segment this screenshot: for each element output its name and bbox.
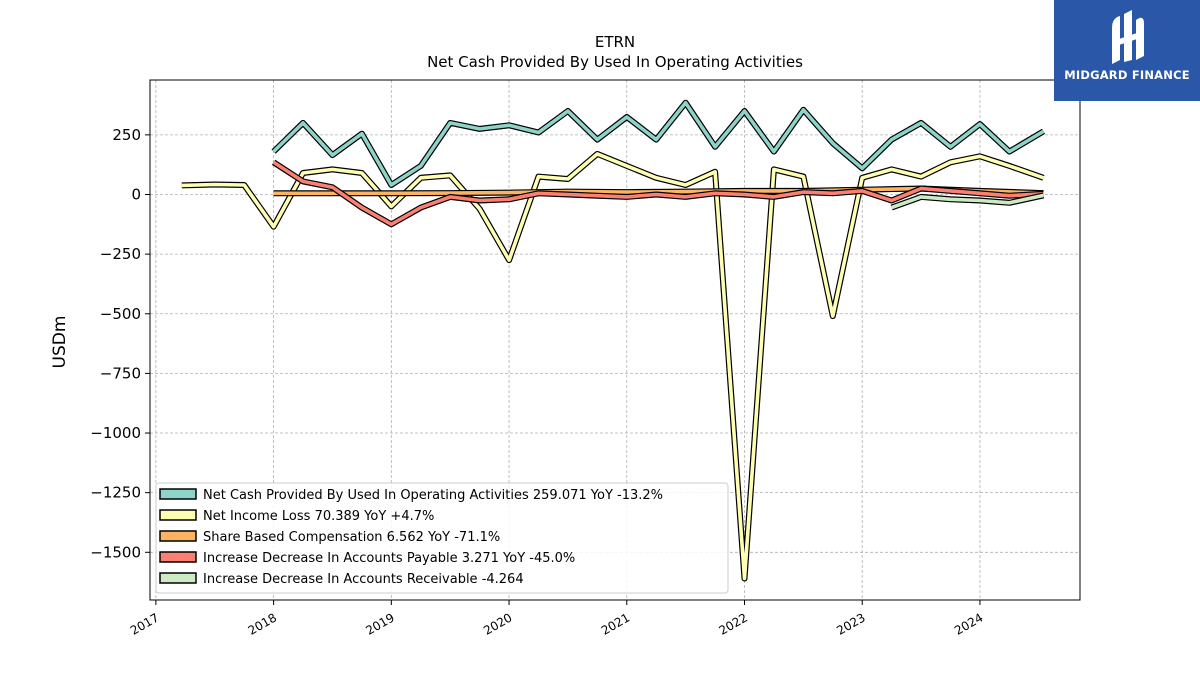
x-tick-label: 2022 (717, 610, 750, 637)
brand-logo: MIDGARD FINANCE (1054, 0, 1200, 101)
legend-box (155, 482, 729, 594)
chart-subtitle: Net Cash Provided By Used In Operating A… (427, 53, 803, 71)
x-tick-label: 2019 (363, 610, 396, 637)
chart-title: ETRN (595, 33, 635, 51)
legend: Net Cash Provided By Used In Operating A… (155, 482, 729, 594)
legend-swatch (159, 509, 197, 521)
y-tick-label: −1000 (90, 424, 141, 442)
y-tick-label: −250 (100, 245, 141, 263)
legend-label: Net Income Loss 70.389 YoY +4.7% (203, 509, 434, 524)
legend-swatch (159, 572, 197, 584)
chart-titles: ETRN Net Cash Provided By Used In Operat… (427, 33, 803, 71)
series-line (181, 152, 1045, 581)
series-increase-decrease-in-accounts-receivable (890, 192, 1045, 211)
y-tick-label: −500 (100, 305, 141, 323)
series-line (890, 193, 1044, 210)
legend-swatch (159, 488, 197, 500)
brand-name: MIDGARD FINANCE (1064, 68, 1190, 82)
legend-label: Increase Decrease In Accounts Payable 3.… (203, 551, 575, 566)
legend-swatch (159, 530, 197, 542)
y-axis: 250 0 −250 −500 −750 −1000 −1250 −1500 (90, 126, 150, 561)
x-axis: 2017 2018 2019 2020 2021 2022 2023 2024 (128, 600, 985, 638)
y-tick-label: −750 (100, 364, 141, 382)
grid (150, 80, 1080, 600)
legend-label: Share Based Compensation 6.562 YoY -71.1… (203, 530, 500, 545)
y-axis-label: USDm (50, 316, 70, 369)
series-increase-decrease-in-accounts-payable (271, 159, 1044, 228)
x-tick-label: 2021 (599, 610, 632, 637)
y-tick-label: −1500 (90, 543, 141, 561)
legend-label: Increase Decrease In Accounts Receivable… (203, 572, 524, 587)
x-tick-label: 2020 (481, 610, 514, 637)
y-tick-label: 0 (131, 185, 141, 203)
y-tick-label: 250 (112, 126, 141, 144)
plot-frame (149, 79, 1081, 601)
series-net-income-loss (181, 150, 1045, 582)
logo-mark-icon (1112, 10, 1144, 64)
x-tick-label: 2023 (834, 610, 867, 637)
y-tick-label: −1250 (90, 484, 141, 502)
x-tick-label: 2024 (952, 610, 985, 637)
legend-swatch (159, 551, 197, 563)
series-line (272, 160, 1044, 227)
legend-label: Net Cash Provided By Used In Operating A… (203, 488, 663, 503)
series-line (272, 100, 1045, 187)
x-tick-label: 2017 (128, 610, 161, 637)
series-net-cash-provided-by-used-in-operating-activities (271, 99, 1046, 188)
x-tick-label: 2018 (246, 610, 279, 637)
series-lines (181, 99, 1046, 582)
